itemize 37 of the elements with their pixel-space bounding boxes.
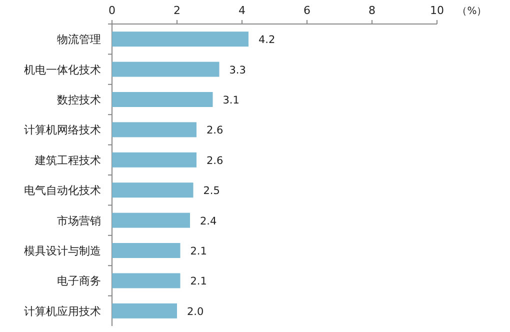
bar [112, 32, 248, 47]
x-tick-label: 4 [238, 4, 246, 17]
bar [112, 273, 180, 288]
y-tick-label: 计算机网络技术 [24, 124, 101, 137]
y-tick-label: 机电一体化技术 [24, 63, 101, 76]
bar [112, 152, 196, 168]
y-tick-label: 物流管理 [57, 33, 101, 46]
data-label: 2.6 [206, 124, 224, 137]
bar [112, 182, 194, 198]
data-label: 2.6 [206, 154, 224, 167]
x-tick-label: 10 [430, 4, 444, 17]
data-label: 3.1 [222, 94, 240, 106]
y-tick-label: 数控技术 [57, 94, 101, 106]
data-label: 2.1 [190, 246, 207, 258]
bar [112, 303, 177, 318]
data-label: 3.3 [229, 64, 246, 76]
bar [112, 122, 196, 138]
data-label: 2.1 [190, 276, 207, 288]
data-label: 2.0 [187, 306, 204, 318]
x-tick-label: 6 [304, 4, 310, 17]
data-label: 2.5 [203, 185, 220, 198]
y-tick-label: 市场营销 [57, 214, 101, 228]
data-label: 4.2 [258, 34, 276, 46]
data-label: 2.4 [200, 215, 218, 228]
bar [112, 62, 220, 77]
x-axis-title: （%） [457, 6, 487, 17]
bar [112, 92, 213, 107]
y-tick-label: 建筑工程技术 [34, 154, 101, 167]
bar [112, 243, 180, 258]
y-tick-label: 模具设计与制造 [24, 244, 101, 258]
y-tick-label: 电气自动化技术 [24, 184, 101, 198]
x-tick-label: 0 [108, 4, 116, 17]
y-tick-label: 计算机应用技术 [24, 304, 101, 318]
y-tick-label: 电子商务 [57, 274, 101, 288]
bar [112, 212, 190, 228]
x-tick-label: 2 [174, 4, 180, 17]
x-tick-label: 8 [368, 4, 376, 17]
